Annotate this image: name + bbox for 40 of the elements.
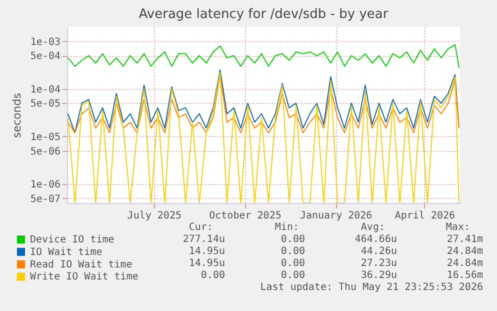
legend-label: IO Wait time (30, 246, 102, 258)
legend-label: Write IO Wait time (30, 272, 138, 283)
chart-title: Average latency for /dev/sdb - by year (138, 7, 389, 22)
text: 0.00 (280, 234, 305, 246)
x-tick-label: April 2026 (394, 210, 456, 222)
text: Max: (446, 222, 470, 234)
text: Last update: Thu May 21 23:25:53 2026 (260, 282, 483, 294)
text: 16.56m (446, 270, 483, 282)
legend-label: Device IO time (30, 234, 114, 246)
text: 277.14u (182, 234, 225, 246)
text: 0.00 (280, 270, 305, 282)
y-tick-label: 1e-05 (30, 132, 60, 143)
text: 0.00 (200, 270, 225, 282)
y-tick-label: 5e-06 (30, 146, 60, 158)
text: 14.95u (188, 246, 225, 258)
y-axis-title: seconds (10, 92, 24, 138)
text: Cur: (188, 222, 213, 234)
text: 27.41m (446, 234, 483, 246)
y-tick-label: 5e-04 (30, 51, 60, 62)
x-tick-label: October 2025 (209, 210, 282, 222)
text: 14.95u (188, 258, 225, 270)
legend-label: Read IO Wait time (30, 259, 132, 270)
text: 27.23u (360, 258, 397, 270)
y-tick-label: 5e-07 (30, 194, 60, 205)
x-tick-label: July 2025 (127, 210, 182, 222)
y-tick-label: 5e-05 (30, 98, 60, 110)
y-tick-label: 1e-06 (30, 180, 60, 191)
text: 24.84m (446, 246, 483, 258)
text: 24.84m (446, 258, 483, 270)
text: 44.26u (360, 246, 397, 258)
y-tick-label: 1e-03 (30, 36, 60, 48)
text: 464.66u (354, 234, 397, 246)
y-tick-label: 1e-04 (30, 84, 60, 96)
text: 0.00 (280, 258, 305, 270)
text: Avg: (360, 222, 385, 234)
text: 36.29u (360, 270, 397, 282)
x-tick-label: January 2026 (300, 210, 372, 222)
line-series (67, 44, 460, 68)
text: Min: (274, 222, 299, 234)
text: 0.00 (280, 246, 305, 258)
